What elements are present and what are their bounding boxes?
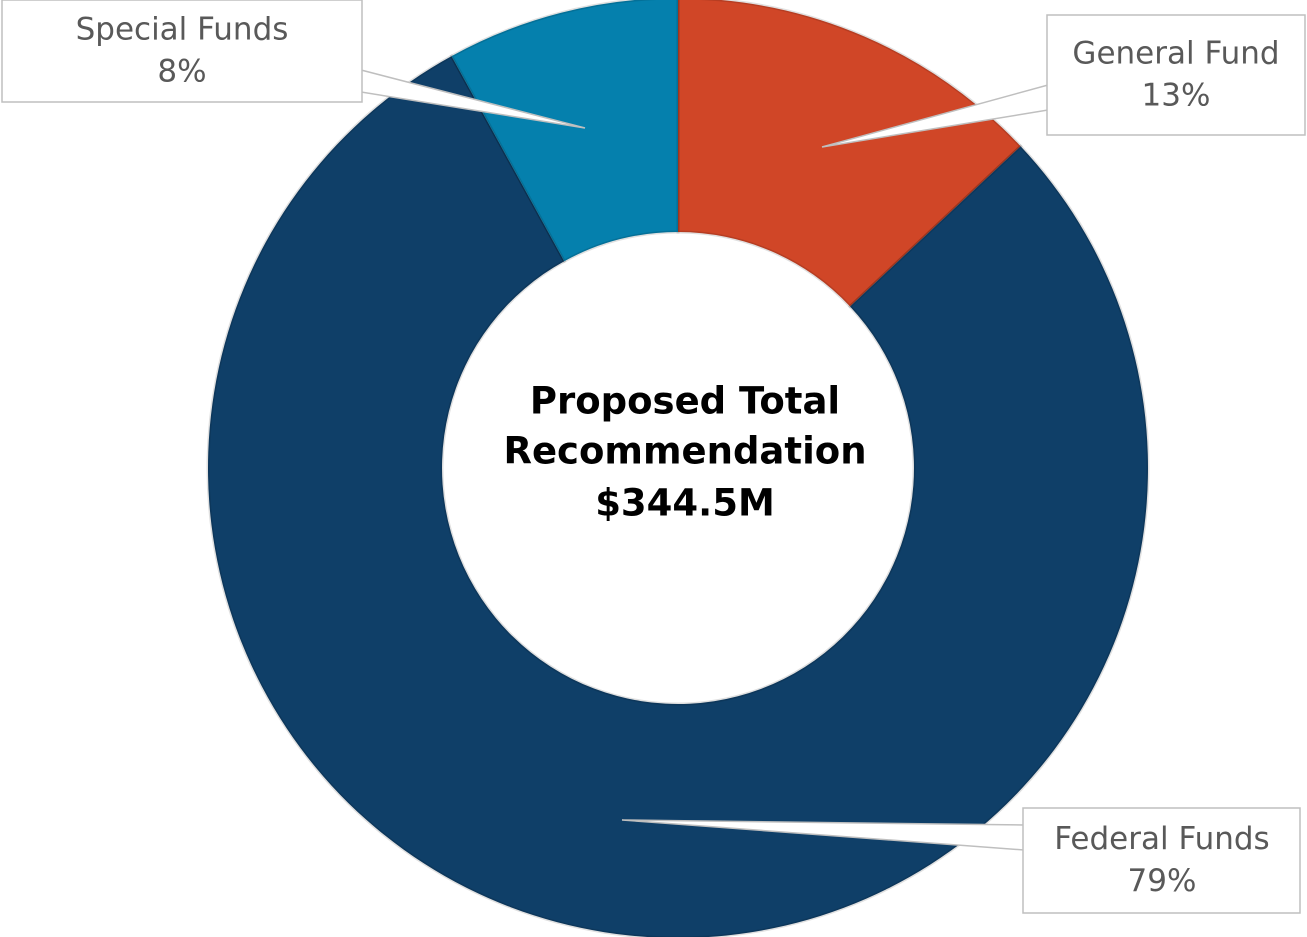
slice-value: 79%: [1128, 863, 1197, 899]
slice-value: 13%: [1142, 78, 1211, 114]
callouts: General Fund 13% Federal Funds 79% Special F…: [1, 0, 1306, 914]
slice-value: 8%: [157, 54, 206, 90]
center-text: Proposed Total: [530, 380, 840, 423]
slice: [449, 0, 680, 264]
slice: [676, 0, 1023, 309]
center-text: Recommendation: [503, 430, 866, 473]
slice-name: Federal Funds: [1054, 821, 1269, 857]
slice-name: General Fund: [1072, 36, 1279, 72]
slice-name: Special Funds: [76, 12, 289, 48]
center-text: $344.5M: [595, 482, 775, 525]
donut: [206, 0, 1150, 937]
label-box: [1046, 14, 1306, 136]
label-box: [1022, 807, 1301, 914]
label-box: [1, 0, 363, 103]
slice: [206, 54, 1150, 937]
